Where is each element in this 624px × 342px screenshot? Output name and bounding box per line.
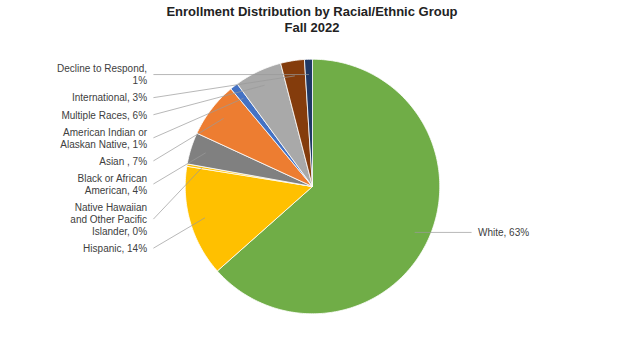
- svg-text:White, 63%: White, 63%: [478, 227, 529, 238]
- html-text:Enrollment Distribution by Rac: Enrollment Distribution by Racial/Ethnic…: [166, 4, 458, 19]
- svg-text:Asian , 7%: Asian , 7%: [99, 156, 147, 167]
- svg-text:American Indian orAlaskan Nati: American Indian orAlaskan Native, 1%: [60, 127, 147, 150]
- svg-text:Decline to Respond,1%: Decline to Respond,1%: [57, 63, 147, 86]
- svg-text:Multiple Races, 6%: Multiple Races, 6%: [61, 110, 147, 121]
- svg-text:Black or AfricanAmerican, 4%: Black or AfricanAmerican, 4%: [78, 173, 148, 196]
- svg-text:International, 3%: International, 3%: [72, 92, 147, 103]
- svg-text:Hispanic, 14%: Hispanic, 14%: [83, 243, 147, 254]
- html-text:Fall 2022: Fall 2022: [284, 20, 340, 35]
- svg-text:Native Hawaiianand Other Pacif: Native Hawaiianand Other PacificIslander…: [70, 202, 147, 237]
